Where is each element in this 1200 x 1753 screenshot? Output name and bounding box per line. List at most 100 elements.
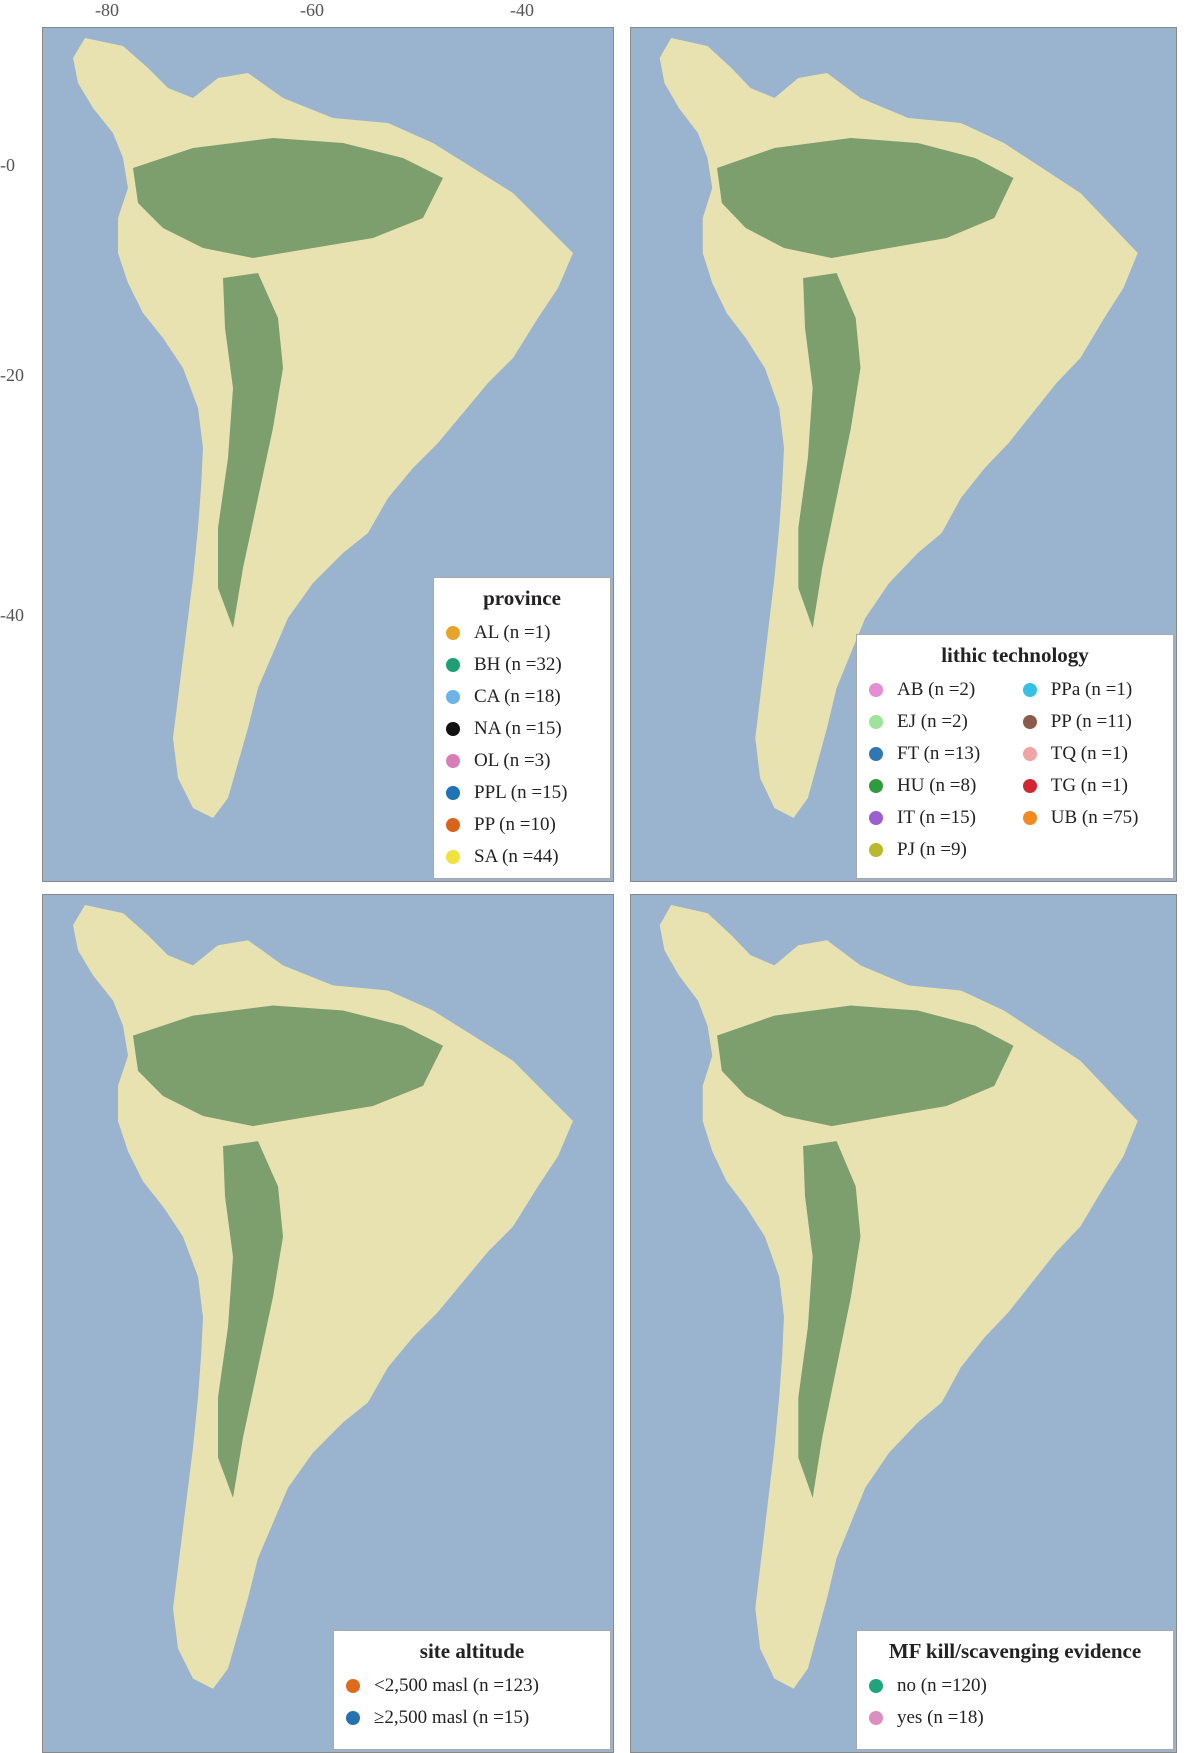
legend-items: AB (n =2) EJ (n =2) FT (n =13) HU (n =8) IT … bbox=[869, 674, 1161, 866]
legend-title: province bbox=[483, 586, 561, 610]
legend-item: OL (n =3) bbox=[446, 745, 598, 777]
legend-item: AB (n =2) bbox=[869, 674, 1003, 706]
legend-swatch bbox=[1022, 779, 1037, 793]
legend-label: CA (n =18) bbox=[474, 686, 561, 707]
y-tick-label: -0 bbox=[0, 155, 15, 175]
legend-swatch bbox=[869, 683, 883, 697]
legend-swatch bbox=[346, 1711, 360, 1725]
legend-item: PPL (n =15) bbox=[446, 777, 598, 809]
legend-item: PPa (n =1) bbox=[1022, 674, 1161, 706]
map-panel-mf-kill-scavenging: MF kill/scavenging evidence no (n =120) y… bbox=[630, 894, 1177, 1753]
legend-label: PJ (n =9) bbox=[897, 839, 967, 860]
legend-swatch bbox=[446, 722, 460, 736]
legend-item: HU (n =8) bbox=[869, 770, 1003, 802]
legend-item: yes (n =18) bbox=[869, 1702, 1161, 1734]
legend-label: <2,500 masl (n =123) bbox=[374, 1675, 539, 1696]
legend-swatch bbox=[446, 850, 460, 864]
legend-swatch bbox=[869, 811, 883, 825]
legend-label: NA (n =15) bbox=[474, 718, 562, 739]
legend-swatch bbox=[1022, 683, 1037, 697]
legend-label: SA (n =44) bbox=[474, 846, 559, 867]
legend-item: ≥2,500 masl (n =15) bbox=[346, 1702, 598, 1734]
legend-label: yes (n =18) bbox=[897, 1707, 984, 1728]
legend-items: <2,500 masl (n =123) ≥2,500 masl (n =15) bbox=[346, 1670, 598, 1734]
legend-swatch bbox=[446, 818, 460, 832]
legend-swatch bbox=[1022, 715, 1037, 729]
legend-item: BH (n =32) bbox=[446, 649, 598, 681]
forest-area bbox=[717, 138, 1014, 258]
legend-title: site altitude bbox=[419, 1639, 525, 1663]
legend-site-altitude: site altitude <2,500 masl (n =123) ≥2,500… bbox=[333, 1630, 611, 1750]
legend-item: PP (n =11) bbox=[1022, 706, 1161, 738]
legend-swatch bbox=[869, 1711, 883, 1725]
legend-item: FT (n =13) bbox=[869, 738, 1003, 770]
legend-swatch bbox=[869, 843, 883, 857]
legend-lithic-technology: lithic technology AB (n =2) EJ (n =2) FT (… bbox=[856, 634, 1174, 879]
x-tick-label: -60 bbox=[300, 0, 324, 20]
legend-swatch bbox=[446, 754, 460, 768]
legend-swatch bbox=[869, 747, 883, 761]
legend-title: lithic technology bbox=[941, 643, 1089, 667]
legend-label: TG (n =1) bbox=[1050, 775, 1128, 796]
legend-label: ≥2,500 masl (n =15) bbox=[374, 1707, 530, 1728]
legend-items: no (n =120) yes (n =18) bbox=[869, 1670, 1161, 1734]
legend-items: AL (n =1) BH (n =32) CA (n =18) NA (n =15) O… bbox=[446, 617, 598, 873]
legend-item: NA (n =15) bbox=[446, 713, 598, 745]
legend-title: MF kill/scavenging evidence bbox=[888, 1639, 1142, 1663]
legend-label: OL (n =3) bbox=[474, 750, 551, 771]
legend-label: EJ (n =2) bbox=[897, 711, 968, 732]
legend-label: PPa (n =1) bbox=[1050, 679, 1133, 700]
legend-item: <2,500 masl (n =123) bbox=[346, 1670, 598, 1702]
legend-label: IT (n =15) bbox=[897, 807, 976, 828]
forest-area bbox=[798, 273, 861, 628]
legend-label: AB (n =2) bbox=[897, 679, 976, 700]
legend-mf-kill-scavenging: MF kill/scavenging evidence no (n =120) y… bbox=[856, 1630, 1174, 1750]
legend-swatch bbox=[446, 626, 460, 640]
forest-area bbox=[218, 273, 283, 628]
legend-label: FT (n =13) bbox=[897, 743, 981, 764]
legend-swatch bbox=[1022, 811, 1037, 825]
legend-label: AL (n =1) bbox=[474, 622, 551, 643]
y-tick-label: -20 bbox=[0, 365, 24, 385]
legend-item: PP (n =10) bbox=[446, 809, 598, 841]
legend-swatch bbox=[869, 779, 883, 793]
legend-swatch bbox=[869, 1679, 883, 1693]
legend-item: AL (n =1) bbox=[446, 617, 598, 649]
legend-swatch bbox=[446, 690, 460, 704]
legend-label: no (n =120) bbox=[897, 1675, 987, 1696]
legend-label: PP (n =11) bbox=[1050, 711, 1132, 732]
legend-label: TQ (n =1) bbox=[1050, 743, 1128, 764]
y-tick-label: -40 bbox=[0, 605, 24, 625]
forest-area bbox=[218, 1141, 283, 1498]
legend-item: IT (n =15) bbox=[869, 802, 1003, 834]
south-america-map bbox=[73, 905, 573, 1689]
legend-label: HU (n =8) bbox=[897, 775, 977, 796]
south-america-map bbox=[73, 38, 573, 818]
legend-label: PP (n =10) bbox=[474, 814, 556, 835]
south-america-map bbox=[659, 38, 1138, 818]
legend-swatch bbox=[446, 658, 460, 672]
legend-label: PPL (n =15) bbox=[474, 782, 568, 803]
map-panel-province: province AL (n =1) BH (n =32) CA (n =18) NA… bbox=[42, 27, 614, 882]
legend-item: UB (n =75) bbox=[1022, 802, 1161, 834]
forest-area bbox=[133, 138, 443, 258]
legend-swatch bbox=[869, 715, 883, 729]
south-america-map bbox=[659, 905, 1138, 1689]
legend-swatch bbox=[1022, 747, 1037, 761]
legend-item: CA (n =18) bbox=[446, 681, 598, 713]
legend-item: no (n =120) bbox=[869, 1670, 1161, 1702]
legend-swatch bbox=[346, 1679, 360, 1693]
legend-item: SA (n =44) bbox=[446, 841, 598, 873]
legend-label: BH (n =32) bbox=[474, 654, 562, 675]
legend-item: PJ (n =9) bbox=[869, 834, 1003, 866]
forest-area bbox=[798, 1141, 861, 1498]
forest-area bbox=[133, 1005, 443, 1127]
map-panel-lithic-technology: lithic technology AB (n =2) EJ (n =2) FT (… bbox=[630, 27, 1177, 882]
forest-area bbox=[717, 1005, 1014, 1127]
legend-item: TG (n =1) bbox=[1022, 770, 1161, 802]
legend-item: EJ (n =2) bbox=[869, 706, 1003, 738]
legend-province: province AL (n =1) BH (n =32) CA (n =18) NA… bbox=[433, 577, 611, 879]
legend-item: TQ (n =1) bbox=[1022, 738, 1161, 770]
map-panel-site-altitude: site altitude <2,500 masl (n =123) ≥2,500… bbox=[42, 894, 614, 1753]
x-tick-label: -40 bbox=[510, 0, 534, 20]
